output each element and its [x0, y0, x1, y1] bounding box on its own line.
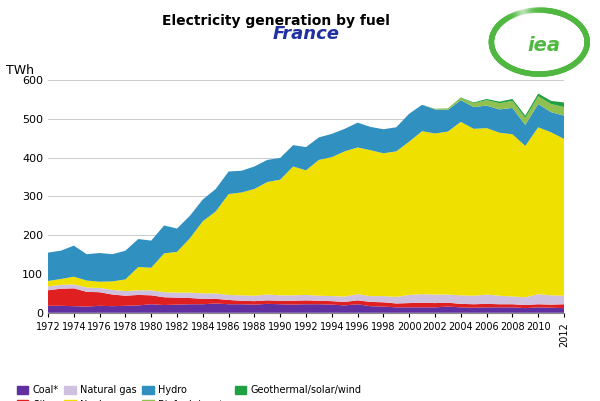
- Text: TWh: TWh: [6, 64, 34, 77]
- Text: Electricity generation by fuel: Electricity generation by fuel: [162, 14, 390, 28]
- Legend: Coal*, Oil, Natural gas, Nuclear, Hydro, Biofuels/waste, Geothermal/solar/wind: Coal*, Oil, Natural gas, Nuclear, Hydro,…: [17, 385, 361, 401]
- Text: France: France: [272, 25, 340, 43]
- Text: iea: iea: [527, 36, 560, 55]
